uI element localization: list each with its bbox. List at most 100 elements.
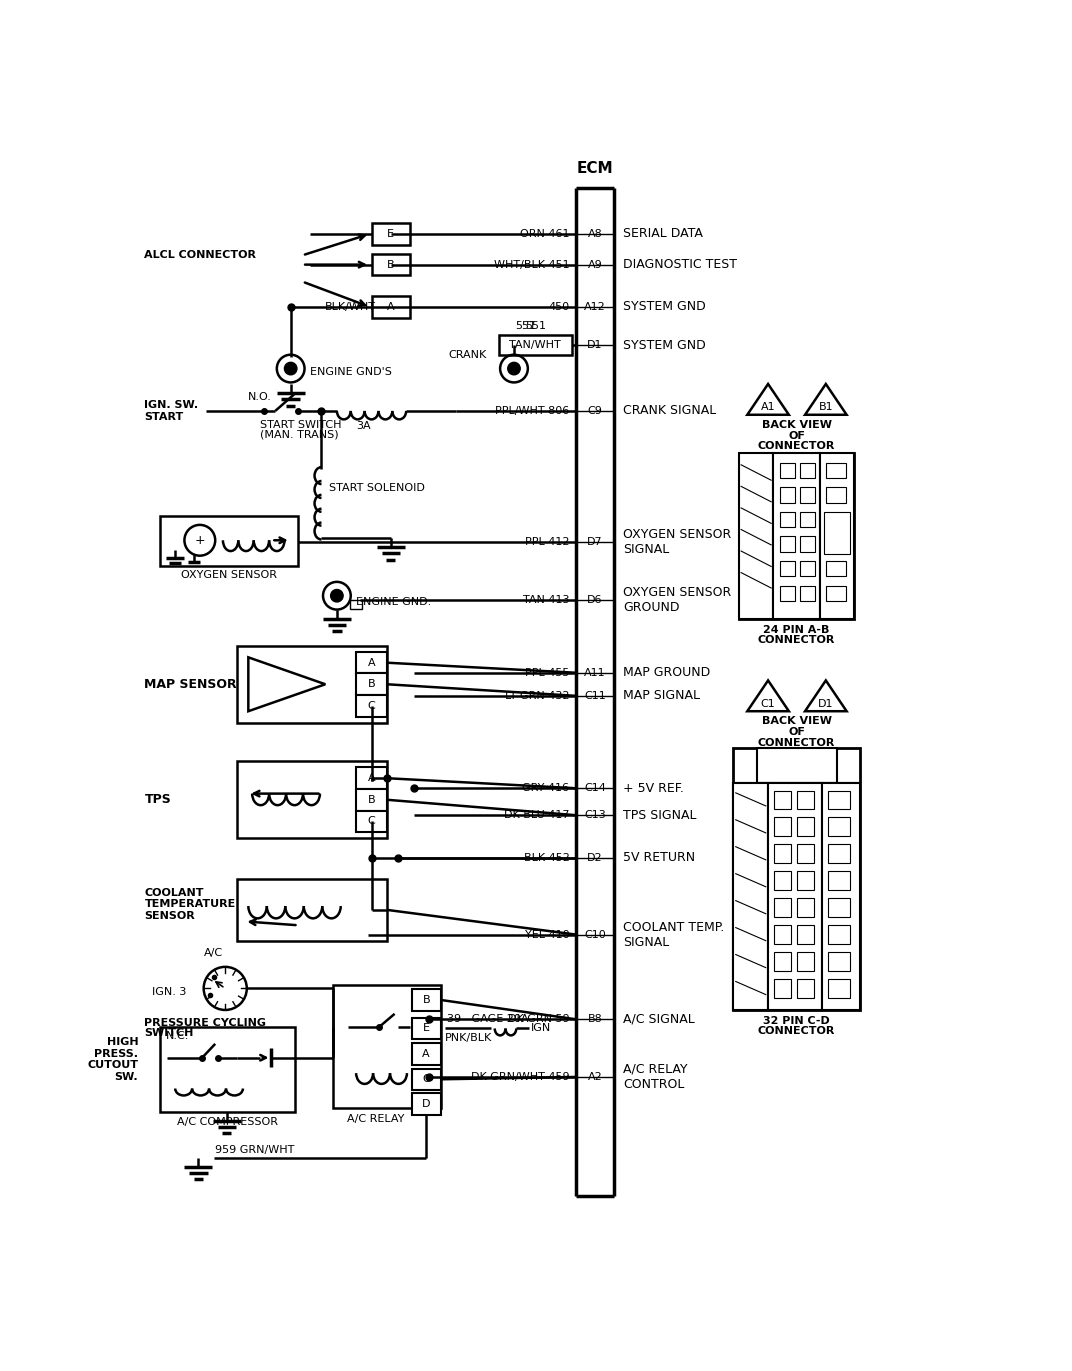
Text: A8: A8	[587, 229, 602, 239]
Bar	[356, 788, 387, 810]
Text: 551: 551	[525, 321, 547, 332]
Text: B1: B1	[819, 402, 833, 413]
Bar	[412, 990, 441, 1010]
Text: 39   GAGE 20A: 39 GAGE 20A	[447, 1015, 528, 1024]
Text: DK BLU 417: DK BLU 417	[504, 810, 569, 820]
Text: C11: C11	[584, 691, 606, 701]
Text: SERIAL DATA: SERIAL DATA	[623, 228, 703, 240]
Bar	[412, 1068, 441, 1090]
Bar	[160, 515, 298, 566]
Text: 32 PIN C-D: 32 PIN C-D	[763, 1016, 830, 1026]
Text: A1: A1	[761, 402, 775, 413]
Text: A: A	[368, 773, 375, 783]
Bar	[768, 783, 822, 1010]
Bar	[800, 536, 815, 553]
Bar	[412, 1093, 441, 1115]
Text: DK GRN/WHT 459: DK GRN/WHT 459	[471, 1072, 569, 1082]
Text: D7: D7	[587, 537, 602, 547]
Text: CONNECTOR: CONNECTOR	[758, 1026, 835, 1035]
Bar	[800, 511, 815, 528]
Text: CONNECTOR: CONNECTOR	[758, 635, 835, 644]
Text: +: +	[194, 533, 205, 547]
Text: A: A	[387, 302, 394, 313]
Text: A/C: A/C	[204, 947, 223, 958]
Bar	[779, 462, 795, 478]
Bar	[774, 898, 791, 917]
Text: C1: C1	[761, 698, 775, 709]
Text: PPL 412: PPL 412	[525, 537, 569, 547]
Text: OXYGEN SENSOR
SIGNAL: OXYGEN SENSOR SIGNAL	[623, 528, 731, 555]
Text: START SOLENOID: START SOLENOID	[329, 483, 426, 494]
Bar	[800, 585, 815, 600]
Circle shape	[330, 590, 343, 602]
Text: A9: A9	[587, 259, 602, 270]
Bar	[412, 1043, 441, 1065]
Bar	[774, 791, 791, 809]
Text: B8: B8	[587, 1015, 602, 1024]
Text: IGN. SW.: IGN. SW.	[145, 400, 198, 410]
Text: GRY 416: GRY 416	[522, 783, 569, 794]
Circle shape	[284, 362, 297, 374]
Bar	[820, 454, 854, 618]
Bar	[774, 454, 820, 618]
Bar	[372, 223, 410, 244]
Bar	[829, 817, 850, 836]
Text: SW.: SW.	[115, 1072, 138, 1082]
Text: TEMPERATURE: TEMPERATURE	[145, 899, 236, 909]
Bar	[779, 561, 795, 576]
Text: B: B	[387, 259, 394, 270]
Bar	[356, 673, 387, 695]
Text: B: B	[422, 995, 430, 1005]
Text: N.O.: N.O.	[249, 392, 272, 402]
Text: HIGH: HIGH	[106, 1038, 138, 1047]
Bar	[349, 599, 362, 609]
Text: ENGINE GND'S: ENGINE GND'S	[310, 367, 391, 377]
Bar	[829, 953, 850, 971]
Text: C14: C14	[584, 783, 606, 794]
Text: A: A	[422, 1049, 430, 1058]
Text: PRESSURE CYCLING: PRESSURE CYCLING	[145, 1019, 266, 1028]
Text: A/C RELAY: A/C RELAY	[347, 1113, 404, 1124]
Bar	[798, 925, 815, 943]
Text: DK GRN 59: DK GRN 59	[508, 1015, 569, 1024]
Bar	[733, 783, 861, 1010]
Bar	[160, 1027, 295, 1112]
Text: START: START	[145, 413, 183, 422]
Text: 450: 450	[548, 302, 569, 313]
Text: PPL/WHT 806: PPL/WHT 806	[495, 406, 569, 415]
Text: C10: C10	[584, 930, 606, 939]
Text: A/C COMPRESSOR: A/C COMPRESSOR	[177, 1117, 278, 1127]
Text: C: C	[368, 816, 375, 827]
Text: OF: OF	[788, 430, 805, 440]
Text: ORN 461: ORN 461	[520, 229, 569, 239]
Text: OXYGEN SENSOR: OXYGEN SENSOR	[181, 570, 278, 580]
Text: CONNECTOR: CONNECTOR	[758, 441, 835, 451]
Text: TPS SIGNAL: TPS SIGNAL	[623, 809, 697, 821]
Text: A/C SIGNAL: A/C SIGNAL	[623, 1013, 695, 1026]
Bar	[333, 984, 441, 1108]
Text: TAN 413: TAN 413	[523, 595, 569, 605]
Text: 5V RETURN: 5V RETURN	[623, 851, 696, 864]
Bar	[798, 872, 815, 890]
Bar	[412, 1017, 441, 1039]
Text: DIAGNOSTIC TEST: DIAGNOSTIC TEST	[623, 258, 738, 271]
Bar	[829, 925, 850, 943]
Bar	[798, 791, 815, 809]
Bar	[829, 979, 850, 998]
Bar	[825, 462, 846, 478]
Bar	[774, 845, 791, 862]
Text: PRESS.: PRESS.	[94, 1049, 138, 1058]
Text: C: C	[368, 701, 375, 710]
Bar	[739, 454, 854, 618]
Text: MAP GROUND: MAP GROUND	[623, 666, 711, 679]
Bar	[739, 454, 774, 618]
Text: 959 GRN/WHT: 959 GRN/WHT	[215, 1145, 295, 1156]
Text: BLK/WHT: BLK/WHT	[325, 302, 375, 313]
Text: 3A: 3A	[357, 421, 371, 432]
Bar	[372, 254, 410, 276]
Text: BACK VIEW: BACK VIEW	[761, 716, 832, 727]
Bar	[356, 810, 387, 832]
Bar	[774, 925, 791, 943]
Bar	[779, 511, 795, 528]
Bar	[822, 783, 861, 1010]
